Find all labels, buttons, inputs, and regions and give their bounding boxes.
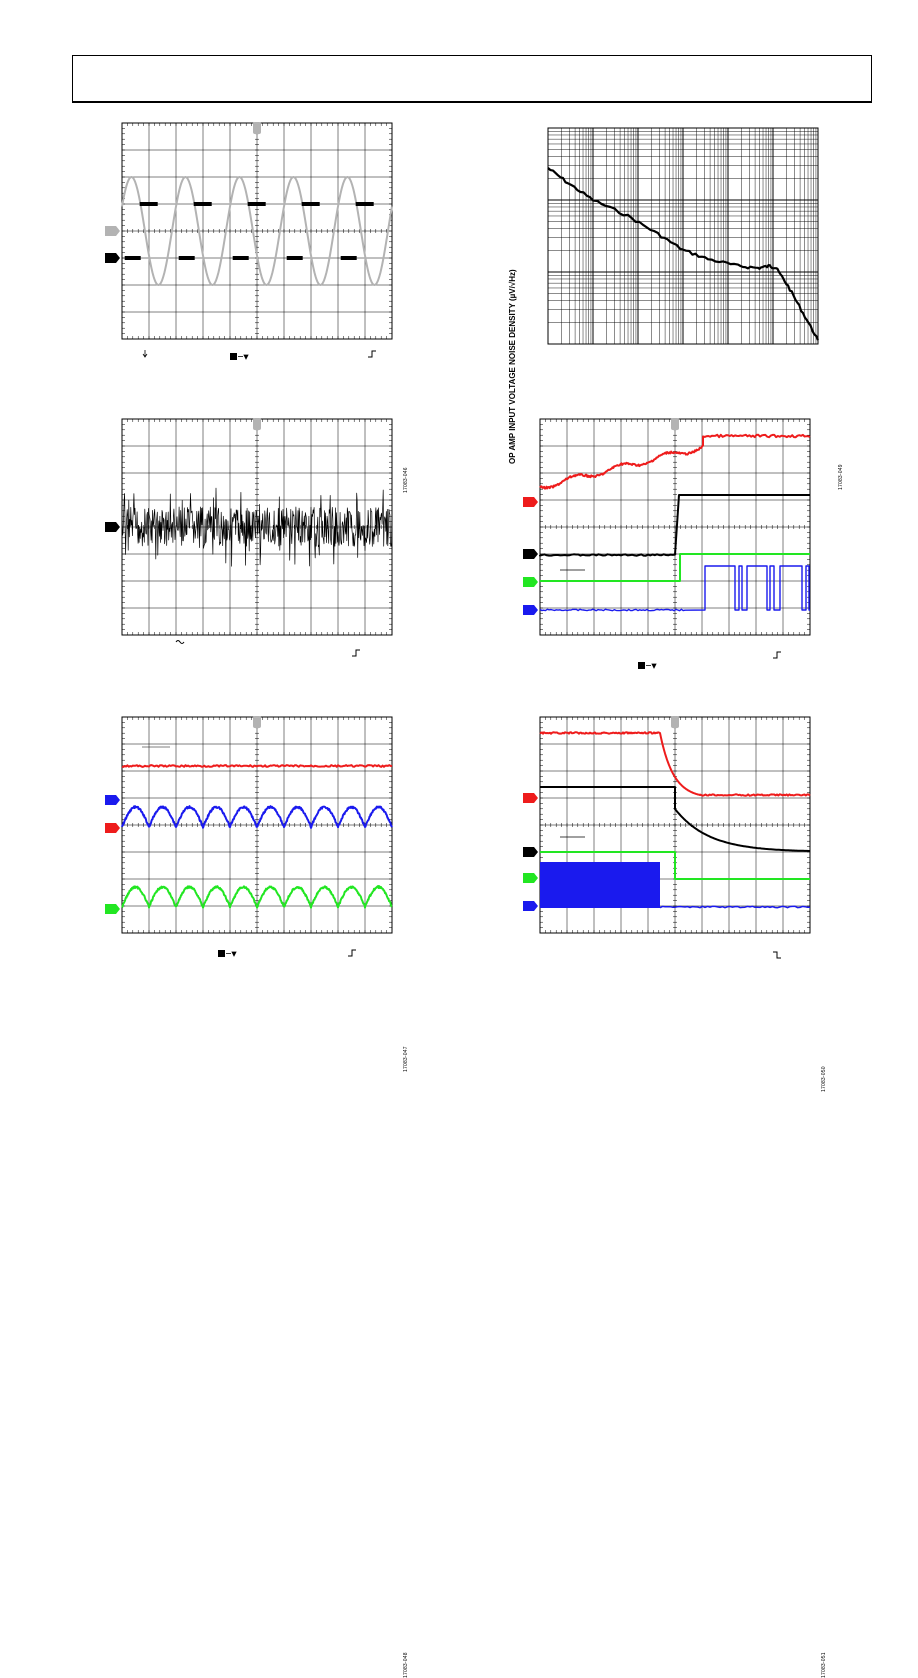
arrow-icon xyxy=(226,951,237,957)
trigger-rising-edge-icon xyxy=(368,350,376,358)
square-low-segment xyxy=(232,256,249,260)
channel-marker xyxy=(105,522,120,532)
square-low-segment xyxy=(124,256,141,260)
channel-marker xyxy=(523,497,538,507)
figure-code: 17083-049 xyxy=(838,464,844,490)
scope-plot-power-up xyxy=(523,418,811,669)
channel-marker xyxy=(105,226,120,236)
red-trace xyxy=(539,433,811,490)
figure-power-down-scope: 17083-051 xyxy=(518,712,838,1678)
red-trace xyxy=(539,731,811,797)
green-trace xyxy=(121,885,393,909)
blue-trace xyxy=(121,805,393,829)
bandwidth-limit-icon xyxy=(638,662,645,669)
arrow-icon xyxy=(238,354,249,360)
figure-code: 17083-051 xyxy=(821,1652,827,1678)
noise-density-plot xyxy=(547,127,819,345)
channel-marker xyxy=(105,253,120,263)
blue-trace xyxy=(539,565,810,612)
figure-code: 17083-047 xyxy=(403,1046,409,1072)
trigger-position-marker xyxy=(253,716,261,728)
scope-plot-sine xyxy=(105,122,393,360)
red-trace xyxy=(121,764,393,768)
sine-trace xyxy=(121,176,393,286)
square-high-segment xyxy=(247,202,266,206)
figure-code: 17083-050 xyxy=(821,1066,827,1092)
channel-marker xyxy=(105,823,120,833)
bandwidth-limit-icon xyxy=(218,950,225,957)
trigger-rising-edge-icon xyxy=(348,949,356,957)
square-low-segment xyxy=(178,256,195,260)
y-axis-label: OP AMP INPUT VOLTAGE NOISE DENSITY (µV/√… xyxy=(508,269,517,464)
arrow-icon xyxy=(646,663,657,669)
black-trace xyxy=(539,494,810,557)
figure-noise-density: OP AMP INPUT VOLTAGE NOISE DENSITY (µV/√… xyxy=(500,118,844,490)
square-high-segment xyxy=(301,202,320,206)
noise-trace xyxy=(121,487,393,567)
channel-marker xyxy=(523,549,538,559)
channel-marker xyxy=(105,904,120,914)
figure-sine-scope: 17083-046 xyxy=(100,118,420,493)
square-low-segment xyxy=(340,256,357,260)
channel-marker xyxy=(523,847,538,857)
channel-marker xyxy=(523,605,538,615)
bandwidth-limit-icon xyxy=(230,353,237,360)
trigger-position-marker xyxy=(253,122,261,134)
trigger-rising-edge-icon xyxy=(352,649,360,657)
trigger-rising-edge-icon xyxy=(773,651,781,659)
square-low-segment xyxy=(286,256,303,260)
scope-plot-ripple xyxy=(105,716,393,957)
green-trace xyxy=(540,553,810,582)
trigger-position-marker xyxy=(671,418,679,430)
channel-marker xyxy=(523,873,538,883)
scope-plot-power-down xyxy=(523,716,811,959)
figure-ripple-scope: 17083-048 xyxy=(100,712,420,1678)
noise-density-curve xyxy=(547,167,819,341)
channel-marker xyxy=(523,793,538,803)
channel-marker xyxy=(105,795,120,805)
square-high-segment xyxy=(355,202,374,206)
down-arrow-icon xyxy=(142,350,148,358)
black-trace xyxy=(540,786,810,852)
channel-marker xyxy=(523,901,538,911)
figure-power-up-scope: 17083-050 xyxy=(518,414,838,1092)
blue-switching-burst xyxy=(540,862,660,908)
green-trace xyxy=(540,851,810,880)
trigger-position-marker xyxy=(671,716,679,728)
square-high-segment xyxy=(193,202,212,206)
square-high-segment xyxy=(139,202,158,206)
blue-trace xyxy=(659,905,810,909)
page-header-box xyxy=(72,55,872,103)
trigger-falling-edge-icon xyxy=(773,951,781,959)
scope-plot-noise xyxy=(105,418,393,657)
figure-code: 17083-048 xyxy=(403,1652,409,1678)
trigger-position-marker xyxy=(253,418,261,430)
channel-marker xyxy=(523,577,538,587)
figure-noise-scope: 17083-047 xyxy=(100,414,420,1072)
ac-coupling-icon xyxy=(175,640,185,644)
